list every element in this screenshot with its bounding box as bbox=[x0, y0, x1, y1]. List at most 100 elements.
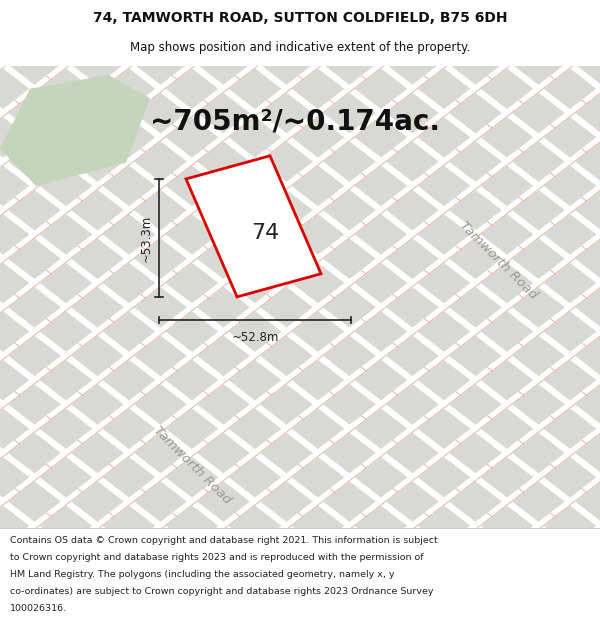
Polygon shape bbox=[418, 20, 470, 61]
Polygon shape bbox=[481, 311, 533, 352]
Polygon shape bbox=[71, 190, 124, 231]
Polygon shape bbox=[449, 481, 502, 522]
Polygon shape bbox=[323, 190, 376, 231]
Polygon shape bbox=[134, 44, 187, 85]
Polygon shape bbox=[544, 0, 596, 12]
Text: Contains OS data © Crown copyright and database right 2021. This information is : Contains OS data © Crown copyright and d… bbox=[10, 536, 438, 545]
Polygon shape bbox=[481, 457, 533, 498]
Text: to Crown copyright and database rights 2023 and is reproduced with the permissio: to Crown copyright and database rights 2… bbox=[10, 553, 424, 562]
Polygon shape bbox=[323, 432, 376, 473]
Polygon shape bbox=[197, 239, 250, 279]
Polygon shape bbox=[8, 336, 61, 376]
Polygon shape bbox=[449, 432, 502, 473]
Polygon shape bbox=[575, 432, 600, 473]
Polygon shape bbox=[40, 506, 92, 546]
Polygon shape bbox=[134, 239, 187, 279]
Polygon shape bbox=[544, 408, 596, 449]
Polygon shape bbox=[544, 166, 596, 206]
Polygon shape bbox=[575, 0, 600, 36]
Polygon shape bbox=[418, 554, 470, 594]
Polygon shape bbox=[386, 44, 439, 85]
Polygon shape bbox=[40, 554, 92, 594]
Polygon shape bbox=[260, 141, 313, 182]
Polygon shape bbox=[166, 20, 218, 61]
Polygon shape bbox=[449, 239, 502, 279]
Polygon shape bbox=[418, 311, 470, 352]
Polygon shape bbox=[40, 457, 92, 498]
Polygon shape bbox=[71, 384, 124, 424]
Polygon shape bbox=[260, 336, 313, 376]
Polygon shape bbox=[292, 262, 344, 303]
Text: 100026316.: 100026316. bbox=[10, 604, 67, 612]
Polygon shape bbox=[0, 75, 150, 186]
Polygon shape bbox=[197, 44, 250, 85]
Polygon shape bbox=[355, 69, 407, 109]
Polygon shape bbox=[481, 408, 533, 449]
Polygon shape bbox=[355, 554, 407, 594]
Polygon shape bbox=[449, 190, 502, 231]
Polygon shape bbox=[323, 481, 376, 522]
Text: ~705m²/~0.174ac.: ~705m²/~0.174ac. bbox=[150, 107, 440, 135]
Polygon shape bbox=[134, 0, 187, 36]
Polygon shape bbox=[449, 92, 502, 133]
Polygon shape bbox=[292, 69, 344, 109]
Polygon shape bbox=[186, 156, 321, 297]
Polygon shape bbox=[103, 69, 155, 109]
Polygon shape bbox=[134, 92, 187, 133]
Polygon shape bbox=[0, 117, 29, 158]
Polygon shape bbox=[575, 481, 600, 522]
Polygon shape bbox=[512, 44, 565, 85]
Polygon shape bbox=[481, 506, 533, 546]
Polygon shape bbox=[229, 408, 281, 449]
Polygon shape bbox=[40, 408, 92, 449]
Polygon shape bbox=[481, 69, 533, 109]
Polygon shape bbox=[40, 360, 92, 401]
Polygon shape bbox=[260, 432, 313, 473]
Polygon shape bbox=[418, 360, 470, 401]
Polygon shape bbox=[418, 0, 470, 12]
Polygon shape bbox=[481, 0, 533, 12]
Polygon shape bbox=[197, 92, 250, 133]
Polygon shape bbox=[8, 432, 61, 473]
Polygon shape bbox=[8, 190, 61, 231]
Polygon shape bbox=[355, 311, 407, 352]
Polygon shape bbox=[386, 384, 439, 424]
Polygon shape bbox=[229, 0, 281, 12]
Polygon shape bbox=[8, 0, 61, 36]
Polygon shape bbox=[323, 141, 376, 182]
Polygon shape bbox=[260, 287, 313, 328]
Polygon shape bbox=[449, 530, 502, 571]
Polygon shape bbox=[134, 141, 187, 182]
Polygon shape bbox=[512, 190, 565, 231]
Polygon shape bbox=[386, 0, 439, 36]
Polygon shape bbox=[575, 336, 600, 376]
Polygon shape bbox=[8, 141, 61, 182]
Polygon shape bbox=[512, 239, 565, 279]
Polygon shape bbox=[0, 166, 29, 206]
Polygon shape bbox=[103, 360, 155, 401]
Polygon shape bbox=[166, 311, 218, 352]
Polygon shape bbox=[103, 117, 155, 158]
Polygon shape bbox=[481, 262, 533, 303]
Polygon shape bbox=[544, 214, 596, 255]
Polygon shape bbox=[260, 481, 313, 522]
Polygon shape bbox=[355, 506, 407, 546]
Polygon shape bbox=[197, 141, 250, 182]
Polygon shape bbox=[71, 141, 124, 182]
Polygon shape bbox=[544, 117, 596, 158]
Polygon shape bbox=[8, 44, 61, 85]
Polygon shape bbox=[418, 166, 470, 206]
Polygon shape bbox=[260, 44, 313, 85]
Text: HM Land Registry. The polygons (including the associated geometry, namely x, y: HM Land Registry. The polygons (includin… bbox=[10, 570, 395, 579]
Polygon shape bbox=[40, 262, 92, 303]
Polygon shape bbox=[260, 0, 313, 36]
Polygon shape bbox=[197, 481, 250, 522]
Polygon shape bbox=[229, 20, 281, 61]
Polygon shape bbox=[544, 311, 596, 352]
Polygon shape bbox=[418, 117, 470, 158]
Polygon shape bbox=[0, 457, 29, 498]
Polygon shape bbox=[512, 0, 565, 36]
Polygon shape bbox=[134, 384, 187, 424]
Polygon shape bbox=[134, 530, 187, 571]
Polygon shape bbox=[292, 214, 344, 255]
